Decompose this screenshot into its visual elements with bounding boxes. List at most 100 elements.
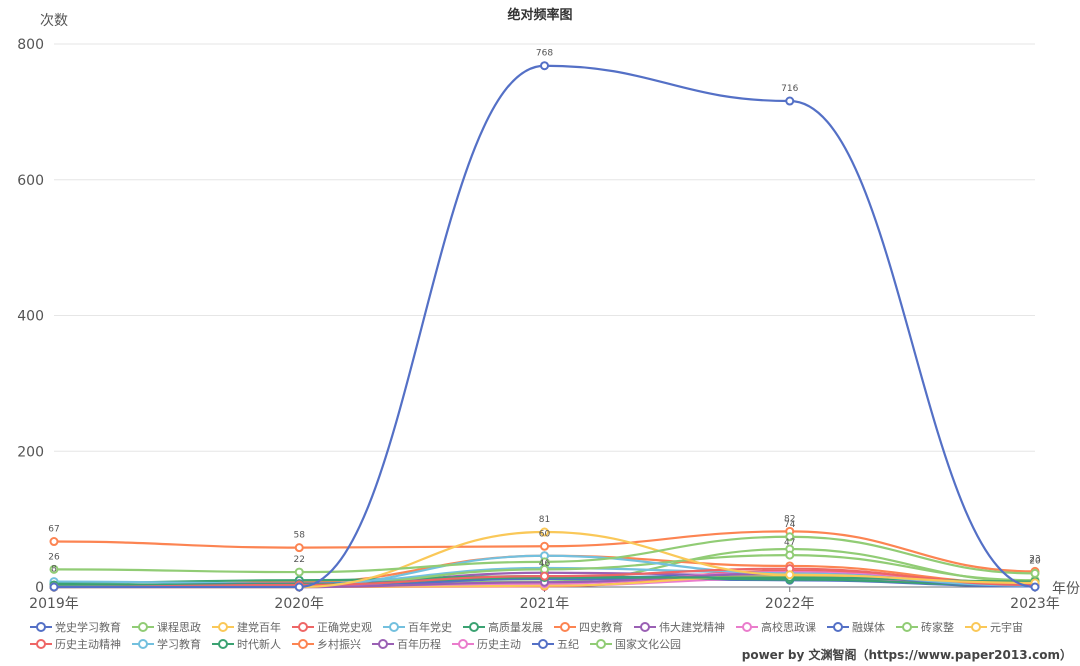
legend-item[interactable]: 四史教育: [554, 618, 623, 635]
y-tick-label: 800: [17, 37, 44, 53]
legend-line-icon: [292, 621, 314, 632]
legend-line-icon: [463, 621, 485, 632]
legend-line-icon: [736, 621, 758, 632]
legend-item[interactable]: 正确党史观: [292, 618, 372, 635]
legend-item[interactable]: 五纪: [532, 635, 579, 652]
data-point: [1030, 568, 1040, 578]
legend-label: 高校思政课: [761, 620, 816, 634]
data-point: [1030, 582, 1040, 592]
legend-line-icon: [372, 638, 394, 649]
data-point: [785, 532, 795, 542]
legend-item[interactable]: 砖家整: [896, 618, 954, 635]
chart-legend: 党史学习教育 课程思政 建党百年 正确党史观 百年党史 高质量发展 四史教育 伟大建党精神 高校…: [30, 618, 1070, 652]
legend-item[interactable]: 历史主动: [452, 635, 521, 652]
data-point: [49, 564, 59, 574]
series-lines: [49, 61, 1040, 592]
data-point: [540, 541, 549, 551]
legend-label: 党史学习教育: [55, 620, 121, 634]
data-label: 82: [784, 514, 795, 524]
legend-item[interactable]: 学习教育: [132, 635, 201, 652]
legend-item[interactable]: 伟大建党精神: [634, 618, 725, 635]
legend-label: 国家文化公园: [615, 637, 681, 651]
data-point: [540, 61, 549, 71]
y-tick-label: 400: [17, 309, 44, 325]
legend-label: 课程思政: [157, 620, 201, 634]
data-label: 60: [539, 529, 551, 539]
legend-line-icon: [965, 621, 987, 632]
data-label: 22: [294, 555, 305, 565]
legend-label: 学习教育: [157, 637, 201, 651]
legend-label: 五纪: [557, 637, 579, 651]
data-label: 768: [536, 49, 553, 59]
legend-line-icon: [590, 638, 612, 649]
legend-item[interactable]: 国家文化公园: [590, 635, 681, 652]
legend-line-icon: [132, 621, 154, 632]
data-label: 58: [294, 531, 306, 541]
y-axis-label: 次数: [40, 13, 68, 29]
data-label: 46: [539, 559, 551, 569]
data-point: [294, 582, 304, 592]
legend-line-icon: [554, 621, 576, 632]
legend-label: 正确党史观: [317, 620, 372, 634]
legend-item[interactable]: 历史主动精神: [30, 635, 121, 652]
chart-title: 绝对频率图: [507, 8, 573, 23]
data-label: 26: [48, 552, 60, 562]
legend-item[interactable]: 党史学习教育: [30, 618, 121, 635]
legend-line-icon: [827, 621, 849, 632]
legend-item[interactable]: 元宇宙: [965, 618, 1023, 635]
legend-item[interactable]: 百年历程: [372, 635, 441, 652]
y-tick-label: 200: [17, 444, 44, 460]
data-point: [49, 537, 59, 547]
x-tick-label: 2019年: [29, 596, 79, 612]
legend-item[interactable]: 课程思政: [132, 618, 201, 635]
legend-line-icon: [383, 621, 405, 632]
legend-line-icon: [292, 638, 314, 649]
legend-item[interactable]: 高校思政课: [736, 618, 816, 635]
data-label: 74: [784, 520, 796, 530]
legend-label: 历史主动精神: [55, 637, 121, 651]
legend-label: 乡村振兴: [317, 637, 361, 651]
data-point: [294, 567, 304, 577]
data-point: [785, 96, 795, 106]
legend-label: 融媒体: [852, 620, 885, 634]
watermark: power by 文渊智阁（https://www.paper2013.com）: [741, 648, 1072, 662]
legend-label: 百年党史: [408, 620, 452, 634]
legend-item[interactable]: 乡村振兴: [292, 635, 361, 652]
legend-item[interactable]: 百年党史: [383, 618, 452, 635]
data-point: [785, 550, 795, 560]
legend-label: 四史教育: [579, 620, 623, 634]
x-tick-label: 2023年: [1010, 596, 1060, 612]
y-tick-label: 0: [35, 580, 44, 596]
series-line: [54, 64, 1036, 589]
legend-label: 时代新人: [237, 637, 281, 651]
legend-label: 伟大建党精神: [659, 620, 725, 634]
data-point: [540, 527, 549, 537]
legend-item[interactable]: 建党百年: [212, 618, 281, 635]
legend-item[interactable]: 时代新人: [212, 635, 281, 652]
data-label: 8: [51, 565, 57, 575]
legend-line-icon: [132, 638, 154, 649]
data-label: 716: [781, 84, 798, 94]
legend-label: 砖家整: [921, 620, 954, 634]
x-axis-label: 年份: [1052, 581, 1080, 597]
data-label: 47: [784, 538, 795, 548]
data-label: 20: [1029, 556, 1041, 566]
data-point: [49, 582, 59, 592]
legend-item[interactable]: 高质量发展: [463, 618, 543, 635]
legend-line-icon: [30, 621, 52, 632]
x-tick-label: 2021年: [520, 596, 570, 612]
legend-label: 百年历程: [397, 637, 441, 651]
y-tick-label: 600: [17, 173, 44, 189]
legend-line-icon: [452, 638, 474, 649]
legend-line-icon: [896, 621, 918, 632]
legend-item[interactable]: 融媒体: [827, 618, 885, 635]
legend-line-icon: [212, 638, 234, 649]
data-point: [294, 543, 304, 553]
x-tick-label: 2020年: [274, 596, 324, 612]
data-point: [540, 557, 549, 567]
data-label: 23: [1029, 554, 1040, 564]
legend-line-icon: [634, 621, 656, 632]
data-label: 81: [539, 515, 550, 525]
legend-label: 高质量发展: [488, 620, 543, 634]
legend-line-icon: [532, 638, 554, 649]
